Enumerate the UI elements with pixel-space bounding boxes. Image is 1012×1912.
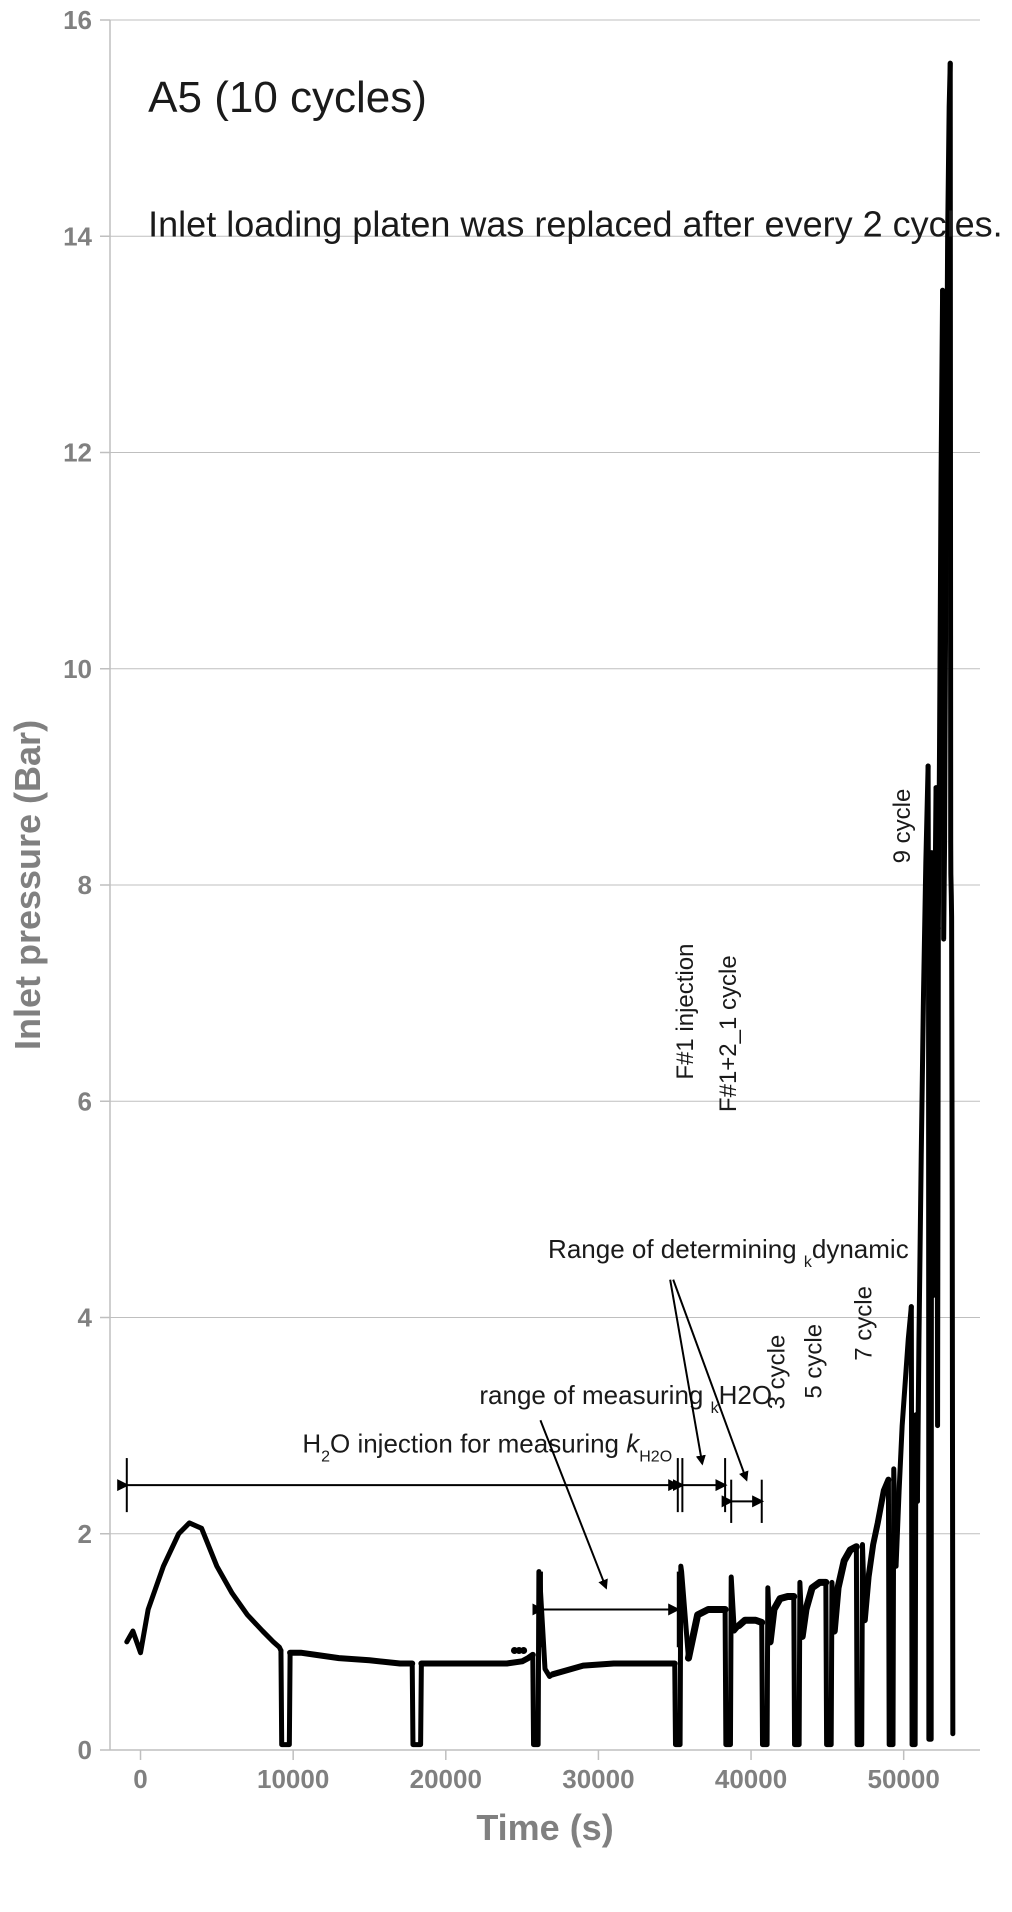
vertical-cycle-label: 3 cycle [764,1335,791,1410]
chart-svg: 0 2 4 6 8 10 12 14 16 0 10000 20000 30000 40000 50000 T… [0,0,1012,1912]
y-tick-label: 16 [63,5,92,35]
x-tick-label: 20000 [410,1764,482,1794]
y-tick-label: 0 [78,1735,92,1765]
y-tick-label: 14 [63,221,92,251]
chart-subtitle: Inlet loading platen was replaced after … [148,203,1002,244]
vertical-cycle-label: 5 cycle [800,1324,827,1399]
x-tick-label: 0 [133,1764,147,1794]
vertical-cycle-label: 9 cycle [889,789,916,864]
vertical-cycle-label: F#1 injection [672,944,699,1080]
x-tick-label: 30000 [562,1764,634,1794]
pressure-curve [950,63,953,1734]
y-tick-label: 8 [78,870,92,900]
chart-title: A5 (10 cycles) [148,73,427,122]
x-tick-label: 40000 [715,1764,787,1794]
y-tick-label: 12 [63,438,92,468]
pressure-curve [794,1582,802,1744]
pressure-time-chart: 0 2 4 6 8 10 12 14 16 0 10000 20000 30000 40000 50000 T… [0,0,1012,1912]
pressure-curve [888,1469,896,1745]
x-tick-label: 50000 [868,1764,940,1794]
vertical-cycle-label: F#1+2_1 cycle [715,955,742,1112]
x-tick-label: 10000 [257,1764,329,1794]
y-tick-label: 2 [78,1519,92,1549]
y-tick-label: 6 [78,1086,92,1116]
y-tick-label: 10 [63,654,92,684]
y-tick-label: 4 [78,1303,93,1333]
vertical-cycle-label: 7 cycle [851,1286,878,1361]
x-axis-label: Time (s) [476,1807,613,1848]
y-axis-label: Inlet pressure (Bar) [7,720,48,1050]
pressure-curve [856,1545,864,1745]
